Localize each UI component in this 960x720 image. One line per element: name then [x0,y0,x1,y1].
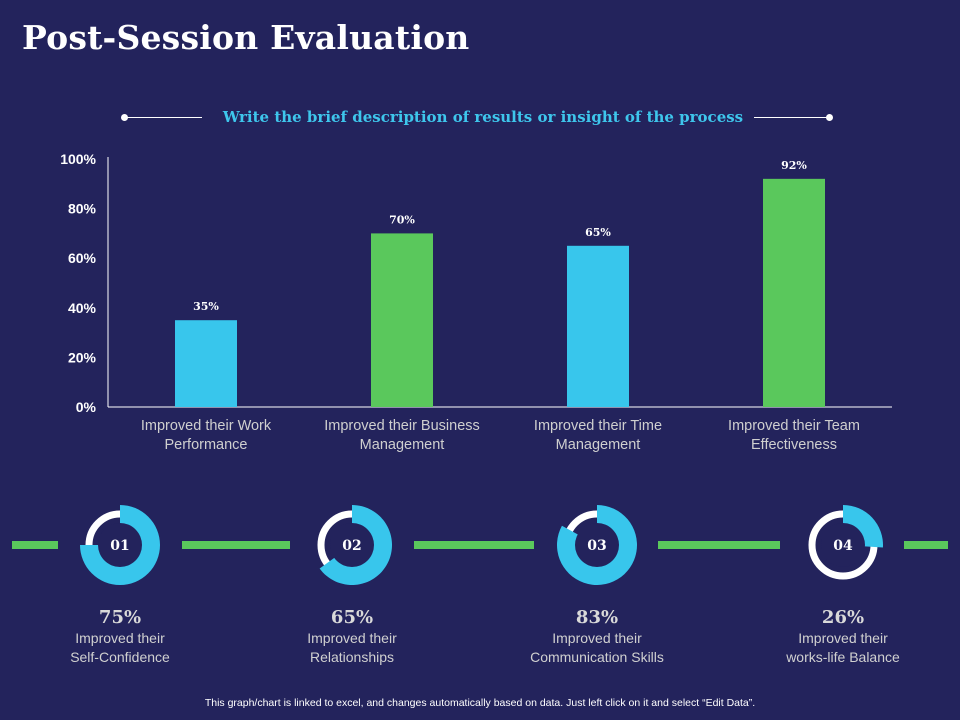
connector-left [12,541,58,549]
stat-value: 65% [330,607,374,628]
left-rule [124,117,202,118]
donut-hole [821,523,865,567]
stat-label: Improved their works-life Balance [786,630,900,665]
x-tick-label: Performance [164,437,247,453]
x-tick-label: Improved their Time [534,418,662,434]
right-rule [754,117,830,118]
connector-right [904,541,948,549]
stat-label: Improved their Self-Confidence [70,630,170,665]
x-tick-label: Management [360,437,445,453]
bar [567,245,629,407]
y-tick-label: 60% [68,250,97,266]
step-number: 01 [110,538,129,554]
progress-donut: 02 [312,505,392,585]
step-number: 04 [833,538,853,554]
page-title: Post-Session Evaluation [22,18,470,57]
bar [763,178,825,407]
donut-hole [330,523,374,567]
stat-block: 65% Improved their Relationships [252,607,452,667]
connector-3-4 [658,541,780,549]
y-tick-label: 0% [76,399,97,415]
x-tick-label: Effectiveness [751,437,837,453]
stat-value: 83% [575,607,619,628]
stat-block: 83% Improved their Communication Skills [497,607,697,667]
data-label: 92% [781,159,807,172]
y-tick-label: 40% [68,300,97,316]
right-dot [826,114,833,121]
x-tick-label: Improved their Business [324,418,480,434]
y-tick-label: 80% [68,201,97,217]
bar-chart[interactable]: 0% 20% 40% 60% 80% 100% 35% Improved their Work… [0,140,960,470]
progress-donut: 04 [803,505,883,585]
data-label: 65% [585,226,611,239]
data-label: 35% [193,300,219,313]
donut-hole [98,523,142,567]
stat-value: 26% [821,607,865,628]
stat-value: 75% [98,607,142,628]
stat-label: Improved their Relationships [307,630,397,665]
footer-note: This graph/chart is linked to excel, and… [204,697,756,709]
donut-hole [575,523,619,567]
x-tick-label: Improved their Work [141,418,272,434]
stat-block: 26% Improved their works-life Balance [743,607,943,667]
connector-1-2 [182,541,290,549]
x-tick-label: Management [556,437,641,453]
subtitle: Write the brief description of results o… [222,108,744,126]
y-tick-label: 100% [60,151,96,167]
progress-donut: 03 [557,505,637,585]
step-number: 03 [587,538,606,554]
subtitle-row: Write the brief description of results o… [118,104,838,132]
stat-label: Improved their Communication Skills [530,630,664,665]
x-tick-label: Improved their Team [728,418,860,434]
progress-donut: 01 [80,505,160,585]
y-tick-label: 20% [68,349,97,365]
bar [371,233,433,407]
connector-2-3 [414,541,534,549]
data-label: 70% [389,213,415,226]
stat-block: 75% Improved their Self-Confidence [20,607,220,667]
step-number: 02 [342,538,361,554]
bar [175,320,237,407]
